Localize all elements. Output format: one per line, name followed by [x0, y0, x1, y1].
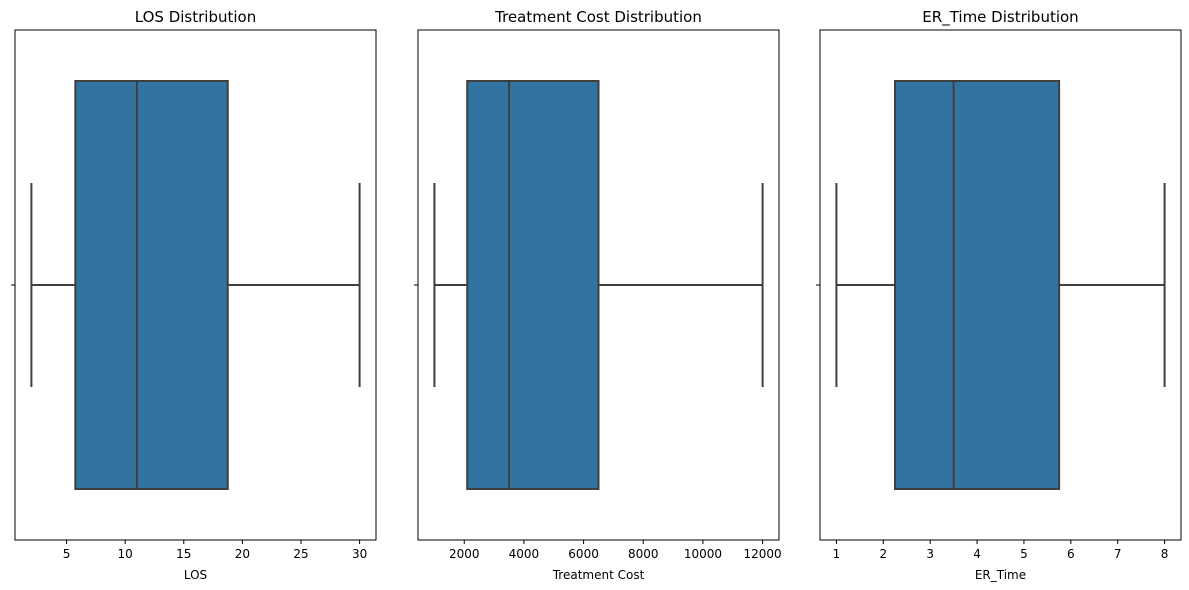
x-tick-label: 4000 — [509, 547, 540, 561]
chart-title: Treatment Cost Distribution — [494, 8, 702, 26]
x-tick-label: 5 — [63, 547, 71, 561]
x-tick-label: 20 — [235, 547, 250, 561]
iqr-box — [74, 80, 229, 490]
treatment-cost-panel: Treatment Cost Distribution 2000 4000 6000… — [414, 8, 782, 582]
x-tick-label: 25 — [293, 547, 308, 561]
x-tick-label: 6000 — [568, 547, 599, 561]
x-tick-label: 15 — [176, 547, 191, 561]
x-tick-label: 6 — [1067, 547, 1075, 561]
x-tick-label: 2000 — [449, 547, 480, 561]
plot-area: 5 10 15 20 25 30 — [11, 29, 377, 561]
x-tick-label: 8 — [1161, 547, 1169, 561]
x-axis-label: LOS — [184, 568, 207, 582]
x-tick-label: 12000 — [743, 547, 781, 561]
los-panel: LOS Distribution 5 10 15 20 25 30 LOS — [11, 8, 377, 582]
x-tick-label: 10000 — [684, 547, 722, 561]
x-tick-label: 5 — [1020, 547, 1028, 561]
x-tick-label: 7 — [1114, 547, 1122, 561]
iqr-box — [466, 80, 600, 490]
x-tick-label: 8000 — [628, 547, 659, 561]
chart-title: LOS Distribution — [135, 8, 256, 26]
iqr-box — [894, 80, 1061, 490]
x-tick-label: 1 — [833, 547, 841, 561]
x-axis-label: ER_Time — [975, 568, 1026, 582]
x-axis-label: Treatment Cost — [552, 568, 645, 582]
x-tick-label: 2 — [879, 547, 887, 561]
x-tick-label: 3 — [926, 547, 934, 561]
x-tick-label: 4 — [973, 547, 981, 561]
x-tick-label: 10 — [118, 547, 133, 561]
chart-title: ER_Time Distribution — [922, 8, 1078, 27]
plot-area: 2000 4000 6000 8000 10000 12000 — [414, 29, 782, 561]
plot-area: 1 2 3 4 5 6 7 8 — [816, 29, 1182, 561]
er-time-panel: ER_Time Distribution 1 2 3 4 5 6 7 8 ER_Time — [816, 8, 1182, 582]
x-tick-label: 30 — [352, 547, 367, 561]
